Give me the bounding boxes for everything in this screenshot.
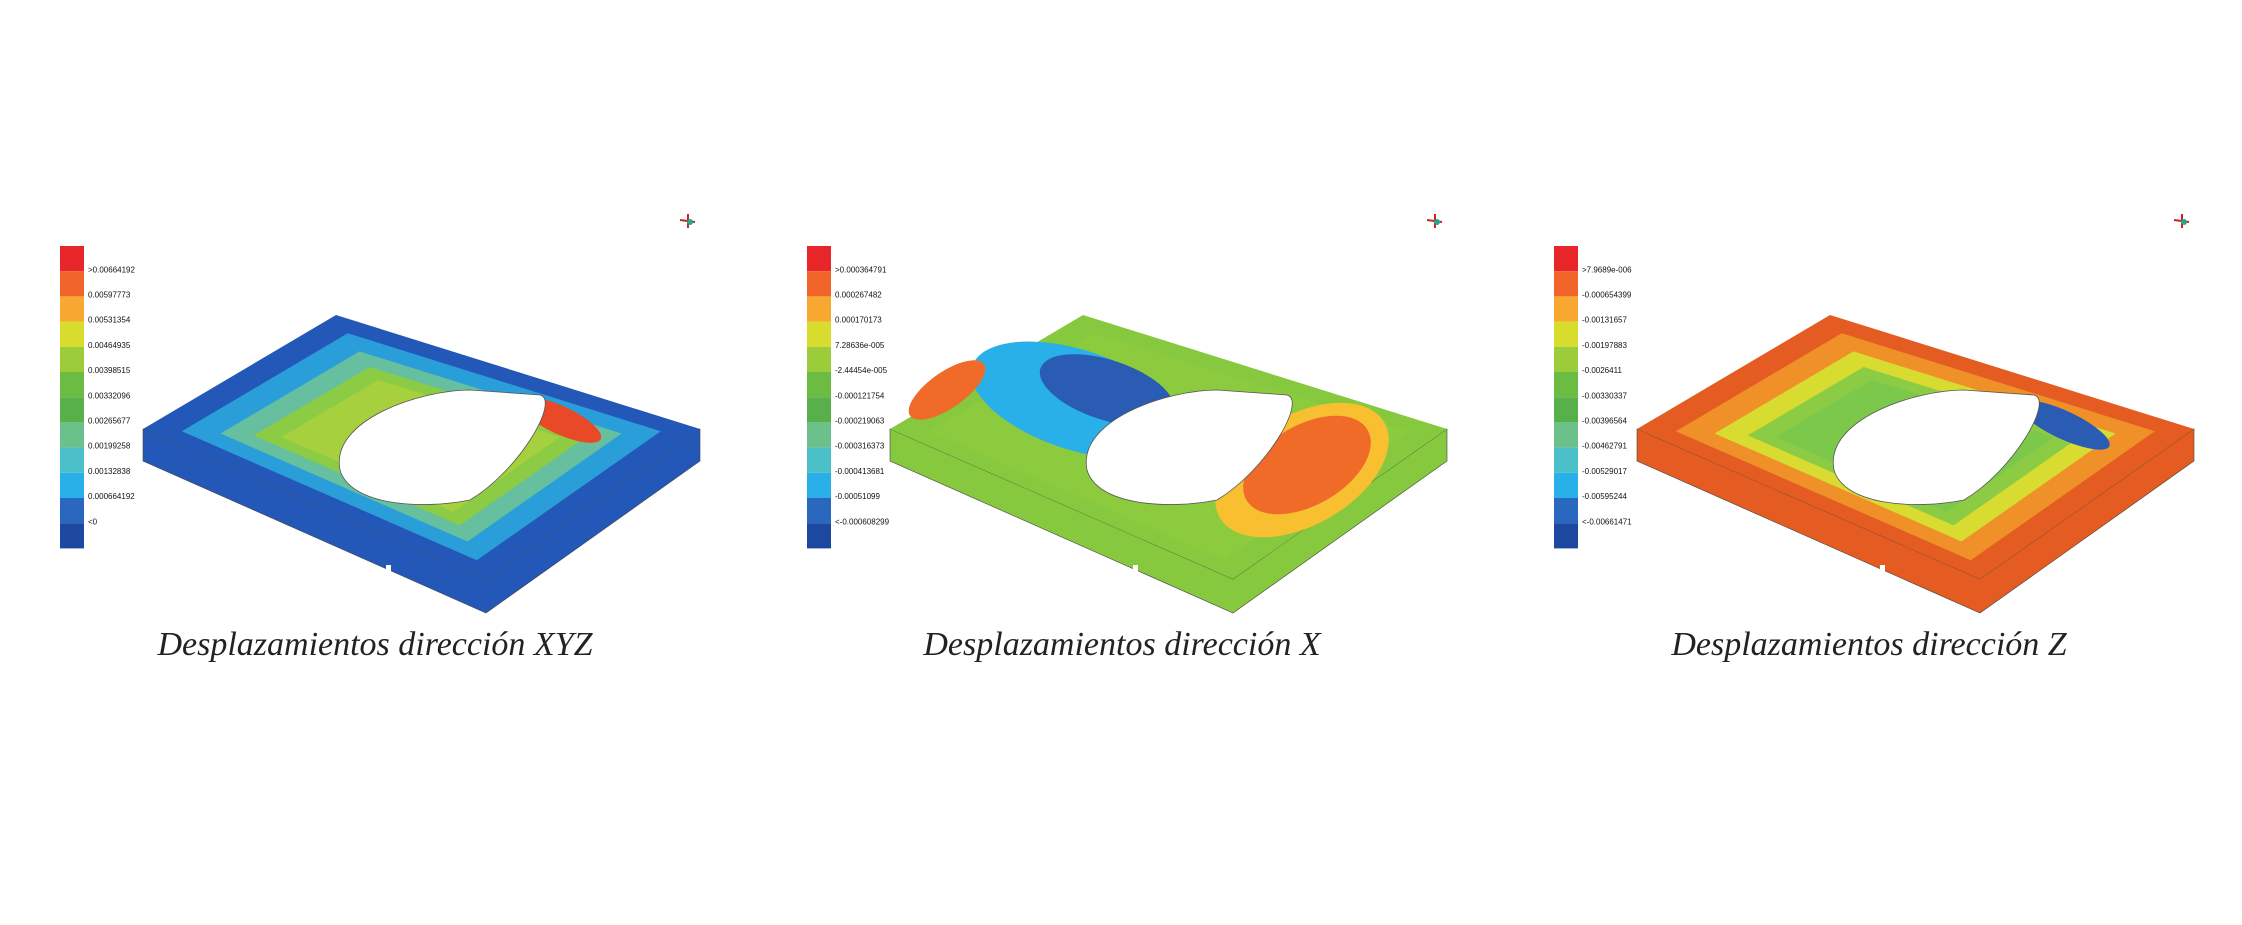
legend-label: 0.00531354 (88, 316, 131, 325)
legend-swatch (1554, 296, 1578, 322)
legend-label: -0.00529017 (1582, 467, 1627, 476)
legend-label: -2.44454e-005 (835, 366, 888, 375)
legend-swatch (807, 447, 831, 473)
legend-label: -0.00330337 (1582, 391, 1627, 400)
legend-label: -0.00131657 (1582, 316, 1627, 325)
legend-swatch (60, 523, 84, 549)
legend-swatch (807, 472, 831, 498)
panel: >0.00664192 0.00597773 0.00531354 0.0046493… (60, 214, 701, 663)
legend-swatch (807, 296, 831, 322)
legend-swatch (1554, 246, 1578, 272)
legend-swatch (60, 271, 84, 297)
legend-label: <-0.000608299 (835, 517, 890, 526)
legend-label: 7.28636e-005 (835, 341, 885, 350)
legend-label: 0.000664192 (88, 492, 135, 501)
legend-swatch (807, 246, 831, 272)
legend-label: -0.000121754 (835, 391, 885, 400)
panel: >0.000364791 0.000267482 0.000170173 7.2863… (807, 214, 1448, 663)
plate-notch (386, 565, 391, 585)
legend-swatch (1554, 321, 1578, 347)
legend-label: 0.00597773 (88, 291, 131, 300)
legend-swatch (60, 246, 84, 272)
legend-label: <-0.00661471 (1582, 517, 1632, 526)
legend-label: -0.00462791 (1582, 442, 1627, 451)
legend-label: <0 (88, 517, 98, 526)
legend-swatch (807, 422, 831, 448)
field-blob (908, 360, 986, 420)
caption: Desplazamientos dirección XYZ (156, 626, 593, 663)
legend-swatch (60, 296, 84, 322)
axis-triad-dot (1434, 219, 1440, 225)
legend-label: 0.00398515 (88, 366, 131, 375)
caption: Desplazamientos dirección Z (1670, 626, 2067, 663)
legend-swatch (1554, 397, 1578, 423)
legend-label: -0.00197883 (1582, 341, 1627, 350)
legend-swatch (1554, 422, 1578, 448)
legend-swatch (807, 397, 831, 423)
legend-label: -0.0026411 (1582, 366, 1622, 375)
legend-swatch (60, 472, 84, 498)
axis-triad-dot (687, 219, 693, 225)
caption: Desplazamientos dirección X (922, 626, 1321, 663)
legend-label: -0.000654399 (1582, 291, 1632, 300)
plate-hole (338, 389, 546, 505)
legend-label: -0.00051099 (835, 492, 880, 501)
field-blob (2018, 400, 2110, 450)
legend-label: 0.00132838 (88, 467, 131, 476)
legend-swatch (807, 271, 831, 297)
legend-swatch (1554, 346, 1578, 372)
legend-label: 0.00265677 (88, 417, 131, 426)
legend-swatch (1554, 447, 1578, 473)
plate-hole (1085, 389, 1293, 505)
legend-swatch (60, 447, 84, 473)
legend-swatch (60, 372, 84, 398)
legend-swatch (807, 498, 831, 524)
plate-notch (1880, 565, 1885, 585)
legend-swatch (60, 422, 84, 448)
legend-swatch (807, 523, 831, 549)
legend-label: >0.000364791 (835, 265, 887, 274)
legend-label: 0.000170173 (835, 316, 882, 325)
panel: >7.9689e-006 -0.000654399 -0.00131657 -0.00… (1554, 214, 2195, 663)
legend-swatch (60, 397, 84, 423)
legend-label: -0.000316373 (835, 442, 885, 451)
plate-notch (1133, 565, 1138, 585)
legend-swatch (807, 346, 831, 372)
legend-label: -0.00396564 (1582, 417, 1627, 426)
legend-swatch (1554, 523, 1578, 549)
legend-swatch (1554, 372, 1578, 398)
legend-label: -0.00595244 (1582, 492, 1627, 501)
legend-label: >7.9689e-006 (1582, 265, 1632, 274)
legend-label: -0.000219063 (835, 417, 885, 426)
legend-swatch (60, 321, 84, 347)
axis-triad-dot (2181, 219, 2187, 225)
legend-swatch (60, 498, 84, 524)
legend-swatch (60, 346, 84, 372)
plate-hole (1832, 389, 2040, 505)
legend-label: 0.00332096 (88, 391, 131, 400)
legend-label: -0.000413681 (835, 467, 885, 476)
legend-swatch (1554, 472, 1578, 498)
legend-label: 0.00199258 (88, 442, 131, 451)
legend-label: >0.00664192 (88, 265, 135, 274)
legend-swatch (807, 372, 831, 398)
legend-label: 0.000267482 (835, 291, 882, 300)
legend-swatch (1554, 498, 1578, 524)
legend-swatch (807, 321, 831, 347)
legend-swatch (1554, 271, 1578, 297)
legend-label: 0.00464935 (88, 341, 131, 350)
